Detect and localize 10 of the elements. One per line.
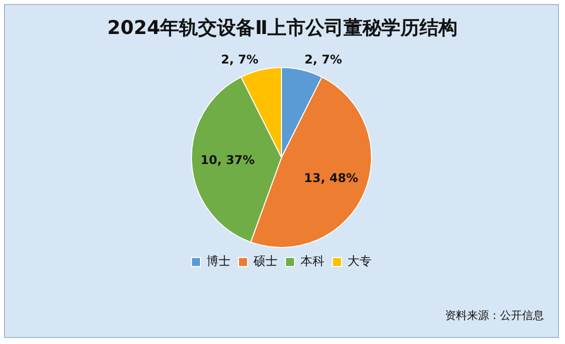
data-label: 10, 37% [200, 152, 255, 167]
data-label: 13, 48% [304, 171, 358, 186]
data-label: 2, 7% [304, 52, 342, 66]
legend-label: 硕士 [252, 254, 278, 268]
legend-label: 大专 [348, 254, 372, 268]
chart-title: 2024年轨交设备Ⅱ上市公司董秘学历结构 [106, 16, 459, 41]
legend-label: 博士 [206, 254, 230, 268]
data-label: 2, 7% [220, 52, 258, 66]
text: 资料来源：公开信息 [445, 308, 544, 323]
legend-label: 本科 [300, 254, 324, 268]
